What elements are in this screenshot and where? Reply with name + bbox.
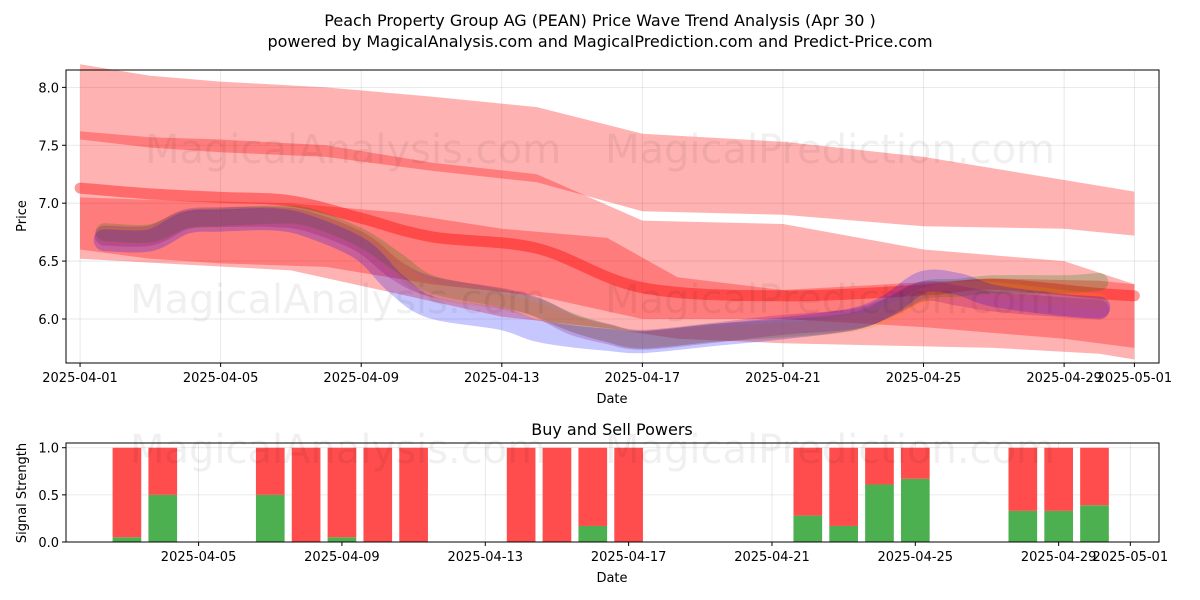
price-x-tick-label-3: 2025-04-13 bbox=[464, 371, 540, 386]
power-x-tick-label-0: 2025-04-05 bbox=[161, 550, 237, 565]
sell-bar-15 bbox=[1008, 447, 1038, 511]
price-grid bbox=[66, 70, 1159, 363]
sell-bar-10 bbox=[614, 447, 643, 542]
power-x-tick-label-7: 2025-05-01 bbox=[1093, 550, 1169, 565]
price-bands bbox=[80, 64, 1135, 360]
sell-bar-2 bbox=[255, 447, 285, 495]
buy-bar-0 bbox=[112, 537, 142, 542]
price-lines bbox=[74, 182, 1140, 354]
buy-bar-12 bbox=[829, 525, 858, 542]
power-y-axis-label: Signal Strength bbox=[15, 443, 30, 543]
power-x-tick-label-5: 2025-04-25 bbox=[878, 550, 954, 565]
price-x-tick-label-1: 2025-04-05 bbox=[183, 371, 259, 386]
sell-bar-9 bbox=[578, 447, 608, 526]
power-plot-area bbox=[66, 443, 1159, 542]
power-y-tick-label-1: 0.5 bbox=[38, 489, 59, 504]
buy-bar-17 bbox=[1080, 505, 1109, 542]
power-x-tick-label-6: 2025-04-29 bbox=[1021, 550, 1097, 565]
watermark-top-right: MagicalPrediction.com bbox=[605, 127, 1055, 173]
sell-bar-7 bbox=[506, 447, 536, 542]
price-line-3 bbox=[93, 208, 1111, 354]
power-x-tick-label-3: 2025-04-17 bbox=[591, 550, 667, 565]
buy-bar-11 bbox=[793, 515, 823, 542]
power-plot-frame bbox=[65, 442, 1160, 543]
buy-bar-14 bbox=[900, 478, 930, 542]
buy-bar-1 bbox=[148, 494, 178, 542]
sell-bar-6 bbox=[399, 447, 428, 542]
power-x-tick-label-4: 2025-04-21 bbox=[734, 550, 810, 565]
sell-bar-12 bbox=[829, 447, 858, 526]
power-bars bbox=[112, 447, 1109, 542]
sell-bar-4 bbox=[327, 447, 357, 538]
price-axes: 2025-04-01 2025-04-05 2025-04-09 2025-04-13… bbox=[38, 81, 1172, 386]
watermark-top-left: MagicalAnalysis.com bbox=[145, 127, 561, 173]
watermark-mid-left: MagicalAnalysis.com bbox=[130, 277, 546, 323]
power-chart-title: Buy and Sell Powers bbox=[531, 420, 693, 439]
chart-title-line1: Peach Property Group AG (PEAN) Price Wav… bbox=[324, 11, 875, 30]
price-y-tick-label-0: 6.0 bbox=[38, 313, 59, 328]
price-band-2 bbox=[80, 197, 1135, 360]
buy-bar-15 bbox=[1008, 510, 1038, 542]
price-line-1 bbox=[95, 205, 1109, 349]
price-x-tick-label-0: 2025-04-01 bbox=[42, 371, 118, 386]
buy-bar-16 bbox=[1044, 510, 1073, 542]
sell-bar-16 bbox=[1044, 447, 1073, 511]
price-plot-frame bbox=[65, 69, 1160, 364]
power-x-axis-label: Date bbox=[596, 571, 627, 586]
watermark-bottom-right: MagicalPrediction.com bbox=[605, 427, 1055, 473]
price-band-0 bbox=[80, 64, 1135, 236]
price-y-tick-label-3: 7.5 bbox=[38, 139, 59, 154]
sell-bar-3 bbox=[291, 447, 321, 542]
buy-bar-4 bbox=[327, 537, 357, 542]
price-x-tick-label-4: 2025-04-17 bbox=[605, 371, 681, 386]
price-line-0 bbox=[74, 182, 1140, 302]
buy-bar-13 bbox=[865, 484, 894, 542]
price-x-axis-label: Date bbox=[596, 392, 627, 407]
sell-bar-5 bbox=[363, 447, 393, 542]
sell-bar-0 bbox=[112, 447, 142, 538]
price-x-tick-label-6: 2025-04-25 bbox=[886, 371, 962, 386]
sell-bar-8 bbox=[542, 447, 572, 542]
price-y-tick-label-2: 7.0 bbox=[38, 197, 59, 212]
price-y-axis-label: Price bbox=[15, 200, 30, 232]
price-x-tick-label-8: 2025-05-01 bbox=[1097, 371, 1173, 386]
power-chart: Buy and Sell Powers MagicalAnalysis.com … bbox=[15, 420, 1168, 586]
sell-bar-13 bbox=[865, 447, 894, 485]
power-x-tick-label-1: 2025-04-09 bbox=[304, 550, 380, 565]
price-x-tick-label-5: 2025-04-21 bbox=[745, 371, 821, 386]
price-x-tick-label-2: 2025-04-09 bbox=[323, 371, 399, 386]
sell-bar-11 bbox=[793, 447, 823, 516]
price-x-tick-label-7: 2025-04-29 bbox=[1026, 371, 1102, 386]
power-x-tick-label-2: 2025-04-13 bbox=[448, 550, 524, 565]
price-band-1 bbox=[80, 131, 1135, 348]
buy-bar-9 bbox=[578, 525, 608, 542]
buy-bar-2 bbox=[255, 494, 285, 542]
power-y-tick-label-0: 0.0 bbox=[38, 536, 59, 551]
watermark-mid-right: MagicalPrediction.com bbox=[605, 277, 1055, 323]
power-y-tick-label-2: 1.0 bbox=[38, 442, 59, 457]
sell-bar-1 bbox=[148, 447, 178, 495]
price-plot-area bbox=[66, 70, 1159, 363]
power-axes: 2025-04-05 2025-04-09 2025-04-13 2025-04-17… bbox=[38, 442, 1168, 565]
sell-bar-14 bbox=[900, 447, 930, 479]
watermark-bottom-left: MagicalAnalysis.com bbox=[130, 427, 546, 473]
chart-title-line2: powered by MagicalAnalysis.com and Magic… bbox=[267, 32, 932, 51]
price-y-tick-label-4: 8.0 bbox=[38, 81, 59, 96]
price-line-4 bbox=[94, 206, 1110, 350]
price-chart: MagicalAnalysis.com MagicalPrediction.co… bbox=[15, 64, 1172, 407]
price-y-tick-label-1: 6.5 bbox=[38, 255, 59, 270]
sell-bar-17 bbox=[1080, 447, 1109, 506]
price-line-2 bbox=[96, 209, 1108, 348]
